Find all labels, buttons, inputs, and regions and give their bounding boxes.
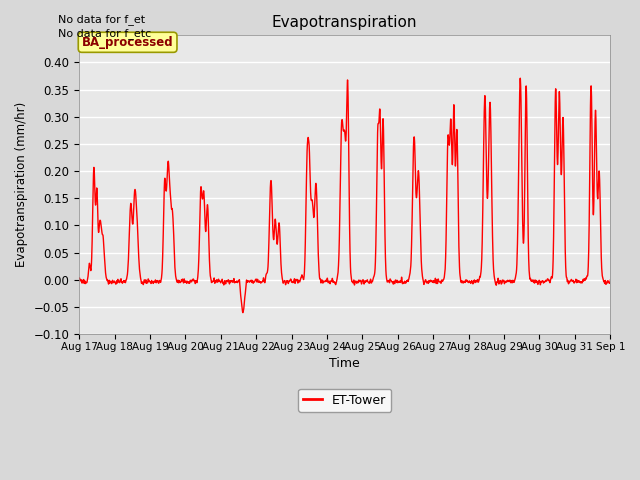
Text: BA_processed: BA_processed	[82, 36, 173, 49]
Text: No data for f_et: No data for f_et	[58, 13, 145, 24]
Title: Evapotranspiration: Evapotranspiration	[272, 15, 417, 30]
Text: No data for f_etc: No data for f_etc	[58, 28, 151, 39]
Legend: ET-Tower: ET-Tower	[298, 389, 391, 411]
X-axis label: Time: Time	[330, 357, 360, 371]
Y-axis label: Evapotranspiration (mm/hr): Evapotranspiration (mm/hr)	[15, 102, 28, 267]
